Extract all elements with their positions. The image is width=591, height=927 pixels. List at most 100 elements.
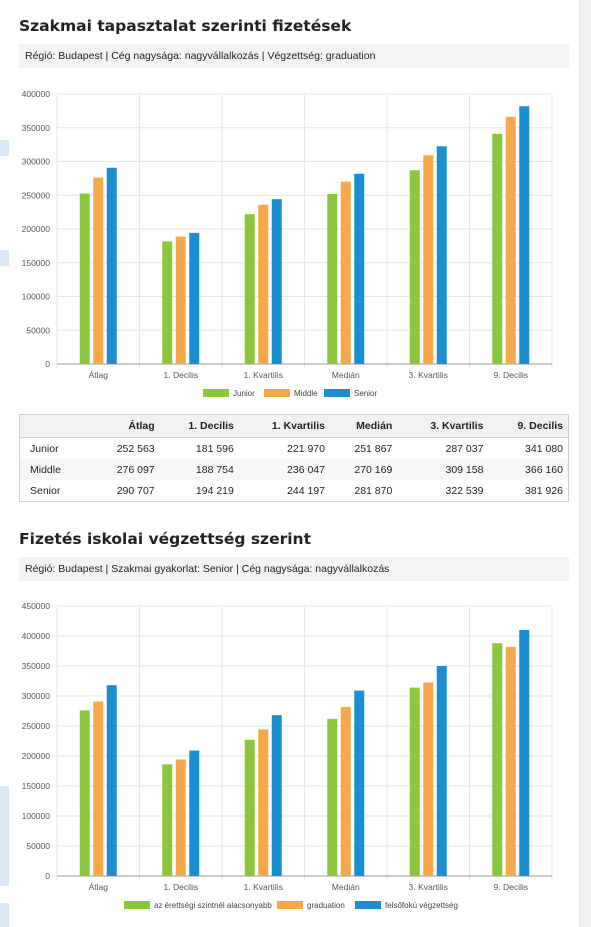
bar-felsőfokú-végzettség bbox=[271, 715, 282, 876]
filter-summary-education: Régió: Budapest | Szakmai gyakorlat: Sen… bbox=[19, 557, 569, 581]
legend-label: felsőfokú végzettség bbox=[385, 901, 458, 910]
y-tick-label: 50000 bbox=[26, 841, 50, 851]
legend-label: az érettségi szintnél alacsonyabb bbox=[154, 901, 272, 910]
bar-felsőfokú-végzettség bbox=[106, 685, 117, 876]
bar-junior bbox=[244, 214, 255, 364]
legend-label: Junior bbox=[233, 389, 255, 398]
bar-middle bbox=[423, 155, 434, 364]
y-tick-label: 150000 bbox=[22, 781, 51, 791]
x-tick-label: 3. Kvartilis bbox=[409, 882, 448, 892]
x-tick-label: 1. Decilis bbox=[164, 882, 198, 892]
section-title-education: Fizetés iskolai végzettség szerint bbox=[19, 530, 311, 548]
table-cell: 244 197 bbox=[287, 484, 325, 497]
bar-junior bbox=[162, 241, 173, 364]
legend-swatch bbox=[124, 901, 150, 909]
table-cell: 188 754 bbox=[159, 459, 239, 480]
table-cell: 341 080 bbox=[525, 442, 563, 455]
y-tick-label: 450000 bbox=[22, 601, 51, 611]
bar-graduation bbox=[340, 706, 351, 876]
y-tick-label: 200000 bbox=[22, 751, 51, 761]
legend-swatch bbox=[324, 389, 350, 397]
table-header-cell: Átlag bbox=[92, 414, 160, 438]
bar-middle bbox=[175, 236, 186, 364]
bar-felsőfokú-végzettség bbox=[189, 750, 200, 876]
bar-junior bbox=[327, 193, 338, 364]
y-tick-label: 50000 bbox=[26, 325, 50, 335]
left-sidebar-strip bbox=[0, 0, 9, 927]
y-tick-label: 0 bbox=[45, 359, 50, 369]
legend-label: Senior bbox=[354, 389, 377, 398]
y-tick-label: 200000 bbox=[22, 224, 51, 234]
x-tick-label: Medián bbox=[332, 882, 360, 892]
table-cell: 236 047 bbox=[238, 459, 330, 480]
legend-swatch bbox=[264, 389, 290, 397]
bar-felsőfokú-végzettség bbox=[519, 630, 530, 876]
bar-az-érettségi-szintnél-alacsonyabb bbox=[79, 710, 90, 876]
bar-graduation bbox=[93, 701, 104, 876]
table-cell: 309 158 bbox=[397, 459, 489, 480]
table-header-cell: 3. Kvartilis bbox=[397, 414, 489, 438]
table-row: Junior 252 563 181 596 221 970 251 867 2… bbox=[20, 438, 569, 460]
y-tick-label: 350000 bbox=[22, 661, 51, 671]
row-label: Middle bbox=[19, 459, 93, 480]
bar-middle bbox=[93, 177, 104, 364]
bar-senior bbox=[354, 173, 365, 364]
bar-senior bbox=[271, 199, 282, 364]
row-label: Junior bbox=[30, 442, 59, 455]
bar-junior bbox=[79, 193, 90, 364]
section-title-experience: Szakmai tapasztalat szerinti fizetések bbox=[19, 17, 352, 35]
y-tick-label: 150000 bbox=[22, 258, 51, 268]
table-cell: 276 097 bbox=[92, 459, 160, 480]
bar-graduation bbox=[175, 759, 186, 876]
bar-felsőfokú-végzettség bbox=[436, 666, 447, 876]
x-tick-label: 9. Decilis bbox=[494, 882, 528, 892]
y-tick-label: 250000 bbox=[22, 190, 51, 200]
salary-table: Átlag 1. Decilis 1. Kvartilis Medián 3. … bbox=[19, 414, 569, 502]
bar-senior bbox=[436, 146, 447, 364]
bar-middle bbox=[340, 181, 351, 364]
y-tick-label: 300000 bbox=[22, 691, 51, 701]
scrollbar[interactable] bbox=[579, 0, 591, 927]
y-tick-label: 350000 bbox=[22, 123, 51, 133]
bar-az-érettségi-szintnél-alacsonyabb bbox=[162, 764, 173, 876]
table-header-cell: 1. Kvartilis bbox=[238, 414, 330, 438]
table-header-cell: Medián bbox=[329, 414, 398, 438]
y-tick-label: 250000 bbox=[22, 721, 51, 731]
bar-senior bbox=[189, 232, 200, 364]
filter-summary-experience: Régió: Budapest | Cég nagysága: nagyváll… bbox=[19, 44, 569, 68]
sidebar-highlight bbox=[0, 140, 9, 156]
y-tick-label: 300000 bbox=[22, 157, 51, 167]
table-header-row: Átlag 1. Decilis 1. Kvartilis Medián 3. … bbox=[19, 414, 569, 438]
x-tick-label: 1. Kvartilis bbox=[244, 370, 283, 380]
bar-junior bbox=[492, 133, 503, 364]
bar-senior bbox=[106, 167, 117, 364]
table-cell: 251 867 bbox=[354, 442, 393, 455]
bar-felsőfokú-végzettség bbox=[354, 690, 365, 876]
bar-az-érettségi-szintnél-alacsonyabb bbox=[409, 687, 420, 876]
table-cell: 287 037 bbox=[445, 442, 484, 455]
y-tick-label: 100000 bbox=[22, 811, 51, 821]
bar-az-érettségi-szintnél-alacsonyabb bbox=[327, 718, 338, 876]
x-tick-label: Átlag bbox=[89, 882, 109, 892]
bar-az-érettségi-szintnél-alacsonyabb bbox=[492, 643, 503, 876]
legend-swatch bbox=[203, 389, 229, 397]
x-tick-label: 1. Kvartilis bbox=[244, 882, 283, 892]
sidebar-highlight bbox=[0, 786, 9, 886]
table-cell: 290 707 bbox=[116, 484, 155, 497]
y-tick-label: 400000 bbox=[22, 631, 51, 641]
sidebar-highlight bbox=[0, 903, 9, 927]
salary-by-education-chart: 0 50000 100000 150000 200000 250000 300000 3500… bbox=[22, 601, 553, 910]
bar-graduation bbox=[505, 646, 516, 876]
table-cell: 221 970 bbox=[287, 442, 325, 455]
bar-graduation bbox=[423, 682, 434, 876]
table-cell: 252 563 bbox=[116, 442, 155, 455]
bar-junior bbox=[409, 170, 420, 364]
table-row: Senior 290 707 194 219 244 197 281 870 3… bbox=[20, 480, 569, 502]
legend-swatch bbox=[277, 901, 303, 909]
x-tick-label: 3. Kvartilis bbox=[409, 370, 448, 380]
x-tick-label: Medián bbox=[332, 370, 360, 380]
bar-senior bbox=[519, 106, 530, 364]
table-cell: 270 169 bbox=[329, 459, 398, 480]
table-header-cell: 1. Decilis bbox=[159, 414, 239, 438]
y-tick-label: 400000 bbox=[22, 89, 51, 99]
